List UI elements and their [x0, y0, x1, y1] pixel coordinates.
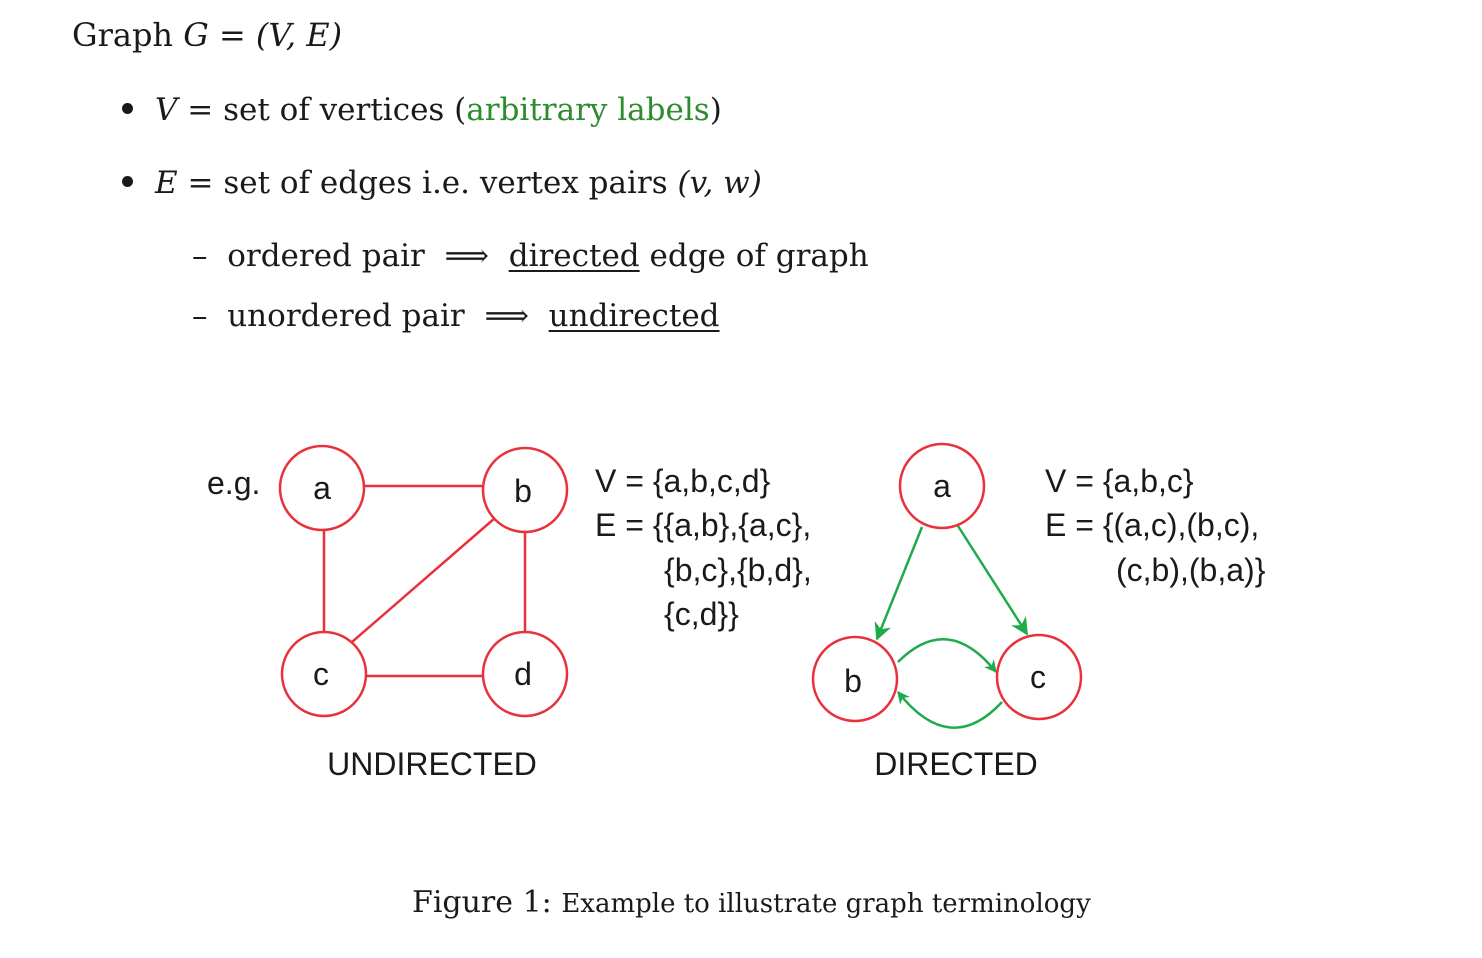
directed-edge-set-line1: E = {(a,c),(b,c),: [1045, 507, 1259, 543]
edge-b-c: [351, 517, 496, 643]
bullet-close: ): [709, 92, 722, 128]
eg-label: e.g.: [207, 465, 260, 501]
directed-edge-set-line2: (c,b),(b,a)}: [1116, 552, 1266, 588]
title-rhs: (V, E): [255, 16, 343, 54]
title-eq: =: [218, 16, 246, 54]
node-b: [811, 635, 899, 723]
implies-arrow: ⟹: [444, 238, 489, 274]
undirected-label: UNDIRECTED: [327, 746, 537, 782]
title-prefix: Graph: [72, 16, 174, 54]
undirected-edge-set-line2: {b,c},{b,d},: [664, 552, 812, 588]
sub-text: unordered pair: [227, 298, 465, 334]
bullet-dot: [122, 103, 133, 114]
bullet-vertices: V = set of vertices (arbitrary labels): [122, 92, 722, 128]
sub-rest: edge of graph: [649, 238, 869, 274]
underlined-term: undirected: [548, 298, 720, 334]
edge-b-to-c: [897, 638, 997, 673]
sub-item-unordered: – unordered pair ⟹ undirected: [192, 298, 720, 334]
undirected-vertex-set: V = {a,b,c,d}: [595, 463, 771, 499]
directed-label: DIRECTED: [874, 746, 1038, 782]
bullet-text: set of edges i.e. vertex pairs: [223, 165, 668, 201]
node-b: [481, 446, 569, 534]
node-b-label: b: [514, 473, 532, 509]
node-d: [481, 630, 569, 718]
node-a: [278, 444, 366, 532]
edge-a-to-b: [874, 526, 924, 641]
caption-text: Example to illustrate graph terminology: [561, 889, 1091, 919]
node-c: [995, 633, 1083, 721]
node-c-label: c: [313, 656, 329, 692]
bullet-text: set of vertices (: [223, 92, 467, 128]
node-d-label: d: [514, 656, 532, 692]
bullet-eq: =: [187, 165, 214, 201]
node-a: [898, 442, 986, 530]
sub-text: ordered pair: [227, 238, 425, 274]
directed-vertex-set: V = {a,b,c}: [1045, 463, 1194, 499]
edge-c-to-b: [897, 691, 1003, 729]
section-title: Graph G = (V, E): [72, 16, 342, 54]
undirected-edge-set-line1: E = {{a,b},{a,c},: [595, 507, 811, 543]
bullet-eq: =: [187, 92, 214, 128]
bullet-var: E: [155, 165, 178, 201]
caption-label: Figure 1:: [412, 885, 552, 920]
node-a-label: a: [933, 468, 951, 504]
bullet-math: (v, w): [677, 165, 762, 201]
node-c: [280, 630, 368, 718]
underlined-term: directed: [508, 238, 640, 274]
highlight-text: arbitrary labels: [466, 92, 710, 128]
figure-caption: Figure 1: Example to illustrate graph te…: [412, 885, 1091, 920]
sub-dash: –: [192, 238, 208, 274]
sub-item-ordered: – ordered pair ⟹ directed edge of graph: [192, 238, 869, 274]
implies-arrow: ⟹: [484, 298, 529, 334]
node-b-label: b: [844, 663, 862, 699]
undirected-edge-set-line3: {c,d}}: [664, 596, 739, 632]
sub-dash: –: [192, 298, 208, 334]
edge-a-to-c: [956, 525, 1029, 636]
node-c-label: c: [1030, 659, 1046, 695]
title-lhs: G: [183, 16, 209, 54]
bullet-dot: [122, 176, 133, 187]
bullet-var: V: [155, 92, 178, 128]
bullet-edges: E = set of edges i.e. vertex pairs (v, w…: [122, 165, 762, 201]
node-a-label: a: [313, 470, 331, 506]
